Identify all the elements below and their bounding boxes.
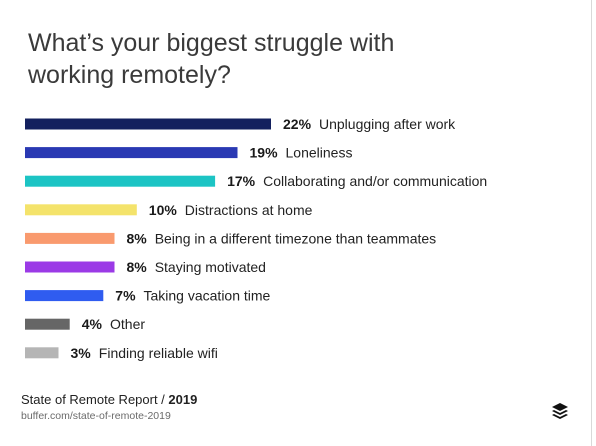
chart-title: What’s your biggest struggle with workin… <box>28 29 395 89</box>
bar-category-label: Loneliness <box>286 145 353 161</box>
bar-4 <box>25 204 137 216</box>
bar-category-label: Being in a different timezone than teamm… <box>155 230 436 246</box>
bar-value-label: 22% <box>283 116 312 132</box>
bar-category-label: Taking vacation time <box>144 288 271 304</box>
buffer-stack-icon[interactable] <box>551 402 569 420</box>
bar-category-label: Collaborating and/or communication <box>263 173 487 189</box>
bar-category-label: Staying motivated <box>155 259 266 275</box>
bar-value-label: 17% <box>227 173 256 189</box>
bar-value-label: 10% <box>149 202 178 218</box>
bar-1 <box>25 118 271 130</box>
bar-value-label: 8% <box>127 259 148 275</box>
bar-category-label: Unplugging after work <box>319 116 456 132</box>
bar-8 <box>25 318 70 330</box>
bar-value-label: 4% <box>82 316 103 332</box>
bar-category-label: Other <box>110 316 145 332</box>
bar-value-label: 3% <box>71 345 92 361</box>
bar-2 <box>25 147 238 159</box>
source-credit: State of Remote Report / 2019 <box>21 392 197 407</box>
source-url: buffer.com/state-of-remote-2019 <box>21 410 171 422</box>
source-year: 2019 <box>168 392 198 407</box>
bar-6 <box>25 261 115 273</box>
bar-3 <box>25 175 216 187</box>
bar-category-label: Finding reliable wifi <box>99 345 218 361</box>
bar-7 <box>25 290 104 302</box>
bar-category-label: Distractions at home <box>185 202 313 218</box>
bar-5 <box>25 232 115 244</box>
source-text: State of Remote Report / <box>21 392 169 407</box>
bar-9 <box>25 347 59 359</box>
bar-value-label: 7% <box>115 288 136 304</box>
bar-chart: 22% Unplugging after work 19% Loneliness 17%… <box>25 116 487 361</box>
bar-value-label: 8% <box>127 230 148 246</box>
bar-value-label: 19% <box>250 145 279 161</box>
